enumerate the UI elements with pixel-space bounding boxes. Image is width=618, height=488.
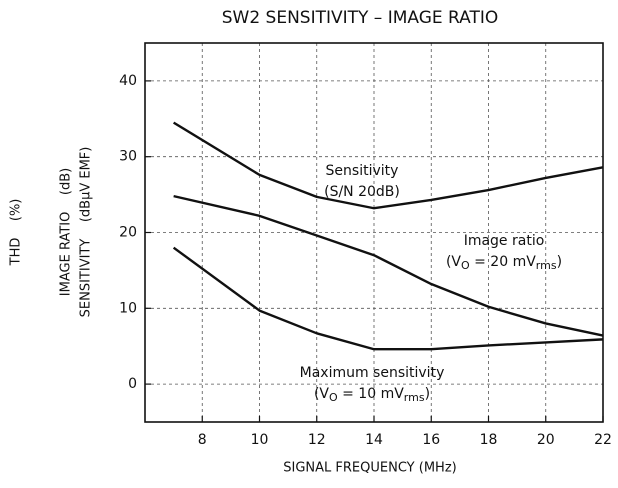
annotation-subscript: rms bbox=[536, 259, 557, 272]
y-tick-label: 0 bbox=[128, 376, 137, 392]
series-line bbox=[172, 246, 604, 351]
x-tick-label: 18 bbox=[480, 432, 498, 448]
y-axis-label: SENSITIVITY (dBμV EMF) bbox=[79, 147, 94, 318]
y-tick-label: 40 bbox=[119, 73, 137, 89]
x-tick-label: 14 bbox=[365, 432, 383, 448]
chart-title: SW2 SENSITIVITY – IMAGE RATIO bbox=[222, 8, 499, 28]
annotation: Sensitivity bbox=[326, 163, 399, 179]
annotation-text: ) bbox=[557, 254, 562, 270]
annotation-text: (S/N 20dB) bbox=[324, 184, 400, 200]
annotation: (S/N 20dB) bbox=[324, 184, 400, 200]
x-tick-label: 8 bbox=[198, 432, 207, 448]
annotation-text: Image ratio bbox=[464, 233, 545, 249]
annotation: Maximum sensitivity bbox=[300, 365, 445, 381]
series-line bbox=[173, 194, 604, 337]
plot-frame bbox=[144, 42, 604, 423]
x-tick-label: 20 bbox=[537, 432, 555, 448]
annotation-text: ) bbox=[425, 386, 430, 402]
annotation-text: = 20 mV bbox=[470, 254, 537, 270]
annotation-text: = 10 mV bbox=[338, 386, 405, 402]
annotation-text: (V bbox=[446, 254, 461, 270]
annotation: Image ratio bbox=[464, 233, 545, 249]
x-tick-label: 12 bbox=[308, 432, 326, 448]
annotation: (VO = 20 mVrms) bbox=[446, 254, 562, 272]
y-tick-label: 10 bbox=[119, 300, 137, 316]
x-axis-label: SIGNAL FREQUENCY (MHz) bbox=[283, 461, 456, 476]
x-tick-label: 22 bbox=[594, 432, 612, 448]
annotation-subscript: O bbox=[461, 259, 470, 272]
y-tick-label: 20 bbox=[119, 225, 137, 241]
annotation-text: Maximum sensitivity bbox=[300, 365, 445, 381]
series-line bbox=[173, 121, 604, 210]
x-tick-label: 10 bbox=[251, 432, 269, 448]
annotation: (VO = 10 mVrms) bbox=[314, 386, 430, 404]
x-tick-label: 16 bbox=[422, 432, 440, 448]
y-tick-label: 30 bbox=[119, 149, 137, 165]
y-axis-label: IMAGE RATIO (dB) bbox=[59, 168, 74, 296]
y-axis-label: THD (%) bbox=[9, 199, 24, 267]
annotation-text: (V bbox=[314, 386, 329, 402]
annotation-text: Sensitivity bbox=[326, 163, 399, 179]
annotation-subscript: rms bbox=[404, 391, 425, 404]
annotation-subscript: O bbox=[329, 391, 338, 404]
